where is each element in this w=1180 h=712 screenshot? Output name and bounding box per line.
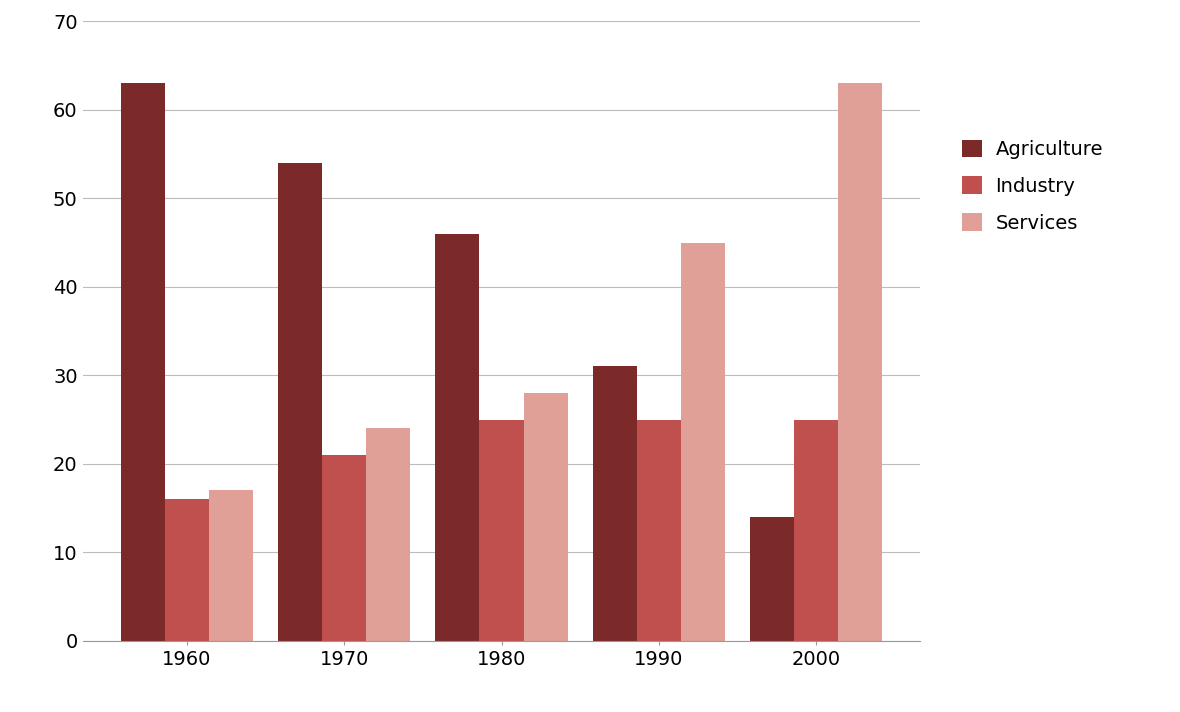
Bar xyxy=(794,419,838,641)
Bar xyxy=(322,455,366,641)
Bar xyxy=(637,419,681,641)
Bar xyxy=(592,367,637,641)
Bar xyxy=(209,491,253,641)
Bar xyxy=(838,83,883,641)
Bar xyxy=(479,419,524,641)
Legend: Agriculture, Industry, Services: Agriculture, Industry, Services xyxy=(946,124,1119,248)
Bar xyxy=(750,517,794,641)
Bar xyxy=(278,163,322,641)
Bar xyxy=(435,234,479,641)
Bar xyxy=(120,83,165,641)
Bar xyxy=(366,429,411,641)
Bar xyxy=(524,393,568,641)
Bar xyxy=(681,243,725,641)
Bar xyxy=(165,499,209,641)
